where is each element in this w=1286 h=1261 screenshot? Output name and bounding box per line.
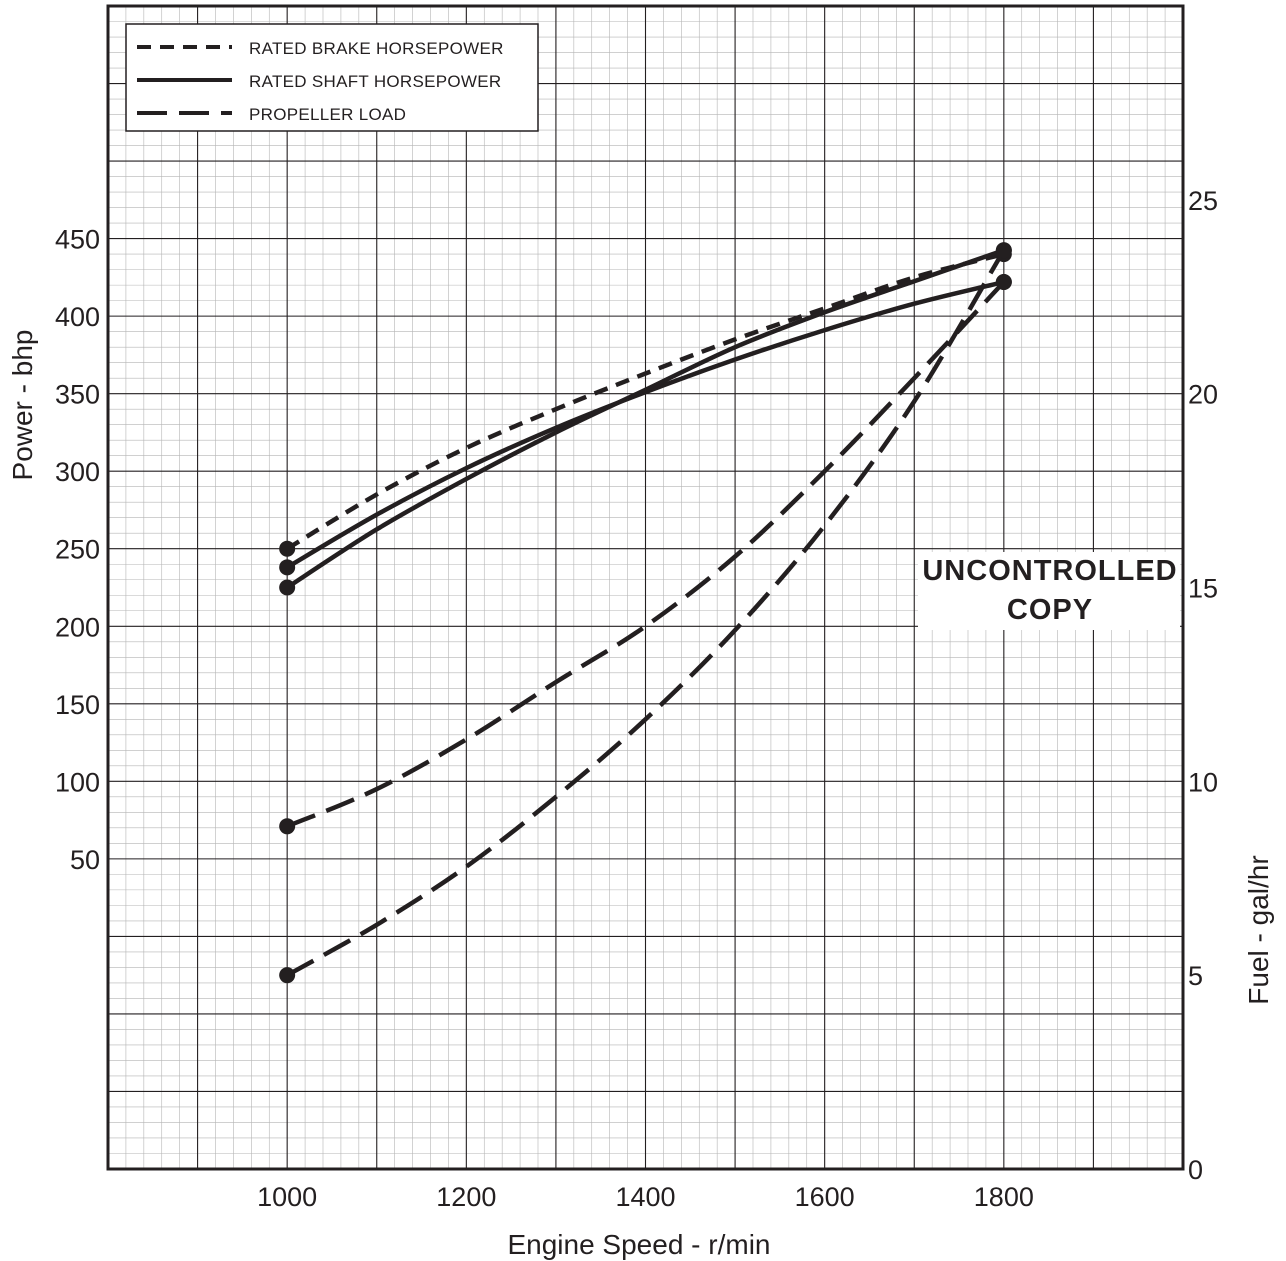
plot-frame <box>106 4 1185 1171</box>
uncontrolled-copy-stamp: UNCONTROLLED COPY <box>918 552 1180 630</box>
x-tick-label: 1800 <box>974 1182 1034 1212</box>
y-left-tick-label: 50 <box>70 845 100 875</box>
legend: RATED BRAKE HORSEPOWER RATED SHAFT HORSE… <box>125 23 539 132</box>
propeller-load-left-line <box>286 280 1006 829</box>
rated-brake-horsepower-left-line <box>286 251 1005 551</box>
y-axis-right-title: Fuel - gal/hr <box>1243 855 1274 1004</box>
y-left-tick-label: 100 <box>55 767 100 797</box>
y-left-tick-label: 400 <box>55 302 100 332</box>
rated-brake-horsepower-left-endpoint <box>279 540 296 557</box>
x-tick-label: 1600 <box>795 1182 855 1212</box>
propeller-load-right-endpoint <box>995 242 1012 259</box>
y-right-tick-label: 10 <box>1188 767 1218 797</box>
legend-label-shaft: RATED SHAFT HORSEPOWER <box>249 72 502 91</box>
y-right-tick-label: 20 <box>1188 380 1218 410</box>
rated-shaft-horsepower-right-endpoint <box>279 579 296 596</box>
y-right-tick-label: 25 <box>1188 186 1218 216</box>
series-layer <box>279 242 1012 984</box>
propeller-load-left-endpoint <box>995 274 1012 291</box>
y-right-tick-label: 0 <box>1188 1155 1203 1185</box>
y-right-tick-label: 5 <box>1188 961 1203 991</box>
x-tick-label: 1200 <box>436 1182 496 1212</box>
propeller-load-right-endpoint <box>279 967 296 984</box>
y-left-tick-label: 450 <box>55 225 100 255</box>
y-left-tick-label: 200 <box>55 612 100 642</box>
stamp-background <box>918 552 1180 630</box>
propeller-load-right-line <box>286 249 1006 978</box>
legend-label-brake: RATED BRAKE HORSEPOWER <box>249 39 504 58</box>
y-right-tick-label: 15 <box>1188 574 1218 604</box>
y-left-tick-label: 350 <box>55 380 100 410</box>
legend-label-propeller: PROPELLER LOAD <box>249 105 406 124</box>
x-tick-label: 1000 <box>257 1182 317 1212</box>
x-axis-title: Engine Speed - r/min <box>507 1229 770 1260</box>
y-left-tick-label: 300 <box>55 457 100 487</box>
rated-shaft-horsepower-left-endpoint <box>279 559 296 576</box>
rated-shaft-horsepower-right-line <box>285 248 1005 590</box>
y-left-tick-label: 150 <box>55 690 100 720</box>
tick-labels: 1000 1200 1400 1600 180050100150200250300350… <box>55 186 1218 1212</box>
x-tick-label: 1400 <box>615 1182 675 1212</box>
stamp-line-1: UNCONTROLLED <box>922 555 1177 587</box>
propeller-load-left-endpoint <box>279 818 296 835</box>
stamp-line-2: COPY <box>1007 594 1093 626</box>
y-left-tick-label: 250 <box>55 535 100 565</box>
y-axis-left-title: Power - bhp <box>7 330 38 481</box>
